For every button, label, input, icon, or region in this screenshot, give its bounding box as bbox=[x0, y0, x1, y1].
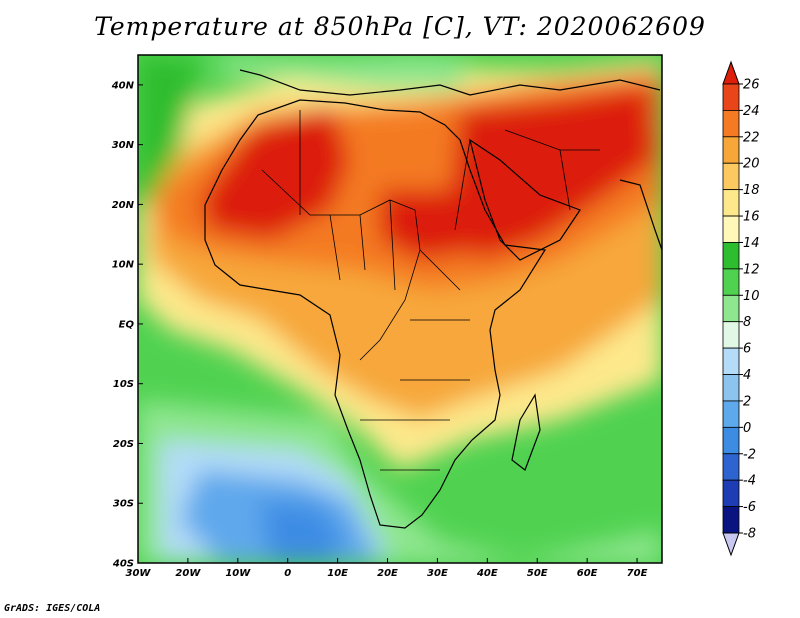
colorbar-swatch bbox=[722, 189, 740, 217]
colorbar-bottom-arrow bbox=[722, 532, 740, 557]
lat-tick-label: 20S bbox=[113, 439, 134, 450]
colorbar-swatch bbox=[722, 268, 740, 296]
lon-tick-label: 60E bbox=[577, 568, 598, 579]
atlantic-cool bbox=[138, 55, 200, 210]
colorbar-label: 2 bbox=[743, 394, 751, 409]
lon-tick-label: 20E bbox=[377, 568, 398, 579]
colorbar-label: 26 bbox=[743, 78, 760, 93]
colorbar-swatch bbox=[722, 479, 740, 507]
coastlines bbox=[204, 69, 662, 529]
colorbar-swatch bbox=[722, 242, 740, 270]
latitude-axis: 40N 30N 20N 10N EQ 10S 20S 30S 40S bbox=[111, 80, 143, 570]
colorbar-label: 6 bbox=[743, 342, 751, 357]
colorbar-label: -6 bbox=[743, 500, 756, 515]
hottest-arabia bbox=[450, 85, 655, 260]
lon-tick-label: 30E bbox=[427, 568, 448, 579]
temperature-field bbox=[138, 55, 662, 563]
colorbar-label: 4 bbox=[743, 368, 751, 383]
lat-tick-label: 40N bbox=[111, 80, 135, 91]
lat-tick-label: 30N bbox=[112, 140, 135, 151]
colorbar-label: -2 bbox=[743, 447, 756, 462]
colorbar-label: -4 bbox=[743, 474, 756, 489]
madagascar-coastline bbox=[511, 393, 541, 471]
colorbar-swatch bbox=[722, 215, 740, 243]
africa-coastline bbox=[204, 99, 547, 529]
colorbar-top-arrow bbox=[722, 60, 740, 85]
lat-tick-label: 40S bbox=[112, 559, 134, 570]
lat-tick-label: 10S bbox=[113, 379, 134, 390]
map-title: Temperature at 850hPa [C], VT: 202006260… bbox=[94, 12, 706, 41]
lat-tick-label: 20N bbox=[112, 200, 135, 211]
colorbar-label: -8 bbox=[743, 527, 756, 542]
colorbar-swatch bbox=[722, 347, 740, 375]
hot-nile bbox=[380, 190, 480, 260]
lon-tick-label: 0 bbox=[284, 568, 291, 579]
europe-coastline bbox=[239, 69, 661, 96]
hottest-sahara bbox=[200, 105, 350, 240]
colorbar-label: 22 bbox=[743, 130, 760, 145]
india-coastline bbox=[619, 179, 662, 251]
longitude-axis: 30W 20W 10W 0 10E 20E 30E 40E 50E 60E 70E bbox=[126, 558, 648, 579]
colorbar-swatch bbox=[722, 400, 740, 428]
colorbar-label: 24 bbox=[743, 104, 760, 119]
colorbar-label: 14 bbox=[743, 236, 760, 251]
colorbar-label: 16 bbox=[743, 210, 760, 225]
lon-tick-label: 10W bbox=[225, 568, 251, 579]
colorbar-label: 20 bbox=[743, 157, 760, 172]
colorbar-swatch bbox=[722, 162, 740, 191]
lon-tick-label: 10E bbox=[327, 568, 348, 579]
internal-borders bbox=[261, 110, 600, 471]
colorbar-swatch bbox=[722, 374, 740, 402]
colorbar-swatch bbox=[722, 136, 740, 164]
lon-tick-label: 70E bbox=[627, 568, 648, 579]
lat-tick-label: EQ bbox=[119, 319, 135, 330]
mediterranean-cool bbox=[220, 55, 470, 90]
deep-cold-region bbox=[260, 500, 345, 563]
arabia-coastline bbox=[469, 138, 581, 261]
colorbar-swatch bbox=[722, 110, 740, 138]
colorbar-swatch bbox=[722, 426, 740, 455]
colorbar-swatch bbox=[722, 83, 740, 111]
colorbar-swatch bbox=[722, 294, 740, 323]
lat-tick-label: 30S bbox=[113, 499, 134, 510]
colorbar-swatch bbox=[722, 321, 740, 349]
credit-text: GrADS: IGES/COLA bbox=[4, 603, 101, 614]
colorbar-label: 8 bbox=[743, 315, 751, 330]
colorbar-label: 10 bbox=[743, 289, 760, 304]
map-frame bbox=[137, 54, 663, 564]
lat-tick-label: 10N bbox=[112, 260, 135, 271]
colorbar-label: 0 bbox=[743, 421, 751, 436]
lon-tick-label: 30W bbox=[126, 568, 152, 579]
lon-tick-label: 50E bbox=[527, 568, 548, 579]
lon-tick-label: 40E bbox=[476, 568, 498, 579]
lon-tick-label: 20W bbox=[175, 568, 201, 579]
colorbar-label: 12 bbox=[743, 262, 760, 277]
colorbar-label: 18 bbox=[743, 183, 760, 198]
colorbar-swatch bbox=[722, 453, 740, 481]
colorbar-swatch bbox=[722, 506, 740, 534]
